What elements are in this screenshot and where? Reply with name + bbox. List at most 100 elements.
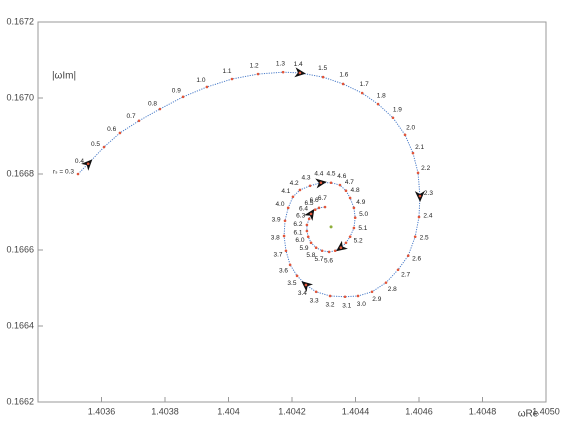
- point: [76, 172, 80, 176]
- point: [413, 235, 417, 238]
- point-label: rₛ = 0.3: [53, 169, 74, 176]
- point: [370, 290, 374, 294]
- point: [416, 171, 420, 175]
- point-label: 0.7: [127, 113, 136, 120]
- point-label: 6.7: [318, 195, 327, 202]
- point: [102, 145, 106, 149]
- point: [339, 246, 343, 250]
- point-label: 6.2: [293, 221, 302, 228]
- point: [306, 235, 310, 238]
- point-label: 1.4: [294, 61, 303, 68]
- point: [304, 283, 308, 287]
- x-tick-label: 1.4044: [342, 406, 370, 416]
- point-label: 2.4: [423, 213, 432, 220]
- point-label: 3.7: [273, 252, 282, 259]
- point: [329, 181, 333, 185]
- point: [352, 206, 356, 210]
- point: [320, 249, 324, 253]
- point: [305, 229, 309, 233]
- point-label: 2.8: [388, 286, 397, 293]
- point-label: 3.6: [279, 268, 288, 275]
- point: [353, 216, 357, 219]
- point: [281, 70, 285, 74]
- x-tick-label: 1.4038: [151, 406, 179, 416]
- point-label: 4.3: [301, 174, 310, 181]
- point-label: 1.7: [360, 81, 369, 88]
- point-label: 3.3: [310, 297, 319, 304]
- direction-arrow: [336, 240, 348, 252]
- point: [360, 91, 364, 95]
- point: [344, 189, 348, 193]
- point: [309, 212, 313, 216]
- point-label: 0.8: [148, 101, 157, 108]
- point-label: 3.1: [342, 302, 351, 309]
- point-label: 2.1: [415, 144, 424, 151]
- point: [344, 241, 348, 245]
- point: [384, 281, 388, 284]
- y-tick-label: 0.1662: [6, 396, 34, 406]
- point-label: 4.6: [337, 173, 346, 180]
- point-label: 2.0: [406, 125, 415, 132]
- point: [338, 183, 342, 187]
- trajectory-line: [77, 71, 421, 298]
- x-tick-label: 1.4046: [405, 406, 433, 416]
- point-label: 6.6: [310, 197, 319, 204]
- x-axis-label: ωRe: [518, 409, 539, 420]
- point: [284, 249, 288, 253]
- point: [341, 82, 345, 86]
- point: [356, 294, 360, 298]
- point: [376, 102, 380, 106]
- point: [181, 95, 185, 99]
- point-label: 6.5: [305, 200, 314, 207]
- point-label: 5.7: [315, 256, 324, 263]
- point: [348, 196, 352, 200]
- point: [256, 72, 260, 76]
- point: [298, 188, 302, 192]
- direction-arrow: [304, 208, 315, 221]
- point: [158, 107, 162, 111]
- point-label: 0.5: [91, 141, 100, 148]
- point: [319, 181, 323, 185]
- point: [291, 195, 295, 199]
- point: [305, 223, 309, 227]
- point-label: 2.7: [401, 271, 410, 278]
- point-label: 5.1: [358, 225, 367, 232]
- point-label: 6.0: [295, 237, 304, 244]
- point: [391, 116, 395, 120]
- point-label: 2.2: [421, 165, 430, 172]
- point-label: 4.0: [275, 201, 284, 208]
- point: [411, 151, 415, 155]
- y-tick-label: 0.1664: [6, 320, 34, 330]
- point-label: 4.2: [290, 180, 299, 187]
- point: [406, 254, 410, 257]
- point-label: 0.9: [172, 88, 181, 95]
- point-label: 1.8: [377, 92, 386, 99]
- point: [321, 75, 325, 79]
- point: [288, 263, 292, 267]
- point-label: 5.2: [354, 238, 363, 245]
- point-label: 5.6: [324, 258, 333, 265]
- point-label: 1.5: [318, 65, 327, 72]
- point-label: 0.6: [107, 126, 116, 133]
- point: [323, 205, 327, 209]
- point: [314, 290, 318, 294]
- point: [308, 184, 312, 188]
- frame: [37, 21, 547, 403]
- x-tick-label: 1.404: [217, 406, 240, 416]
- point-label: 3.8: [271, 234, 280, 241]
- point: [343, 295, 347, 299]
- point-label: 4.9: [356, 199, 365, 206]
- y-tick-label: 0.1672: [6, 16, 34, 26]
- point: [417, 215, 421, 219]
- point-label: 3.0: [357, 301, 366, 308]
- point: [317, 206, 321, 210]
- point: [328, 294, 332, 298]
- point-label: 1.0: [196, 77, 205, 84]
- point: [333, 249, 337, 253]
- point-label: 3.5: [287, 280, 296, 287]
- point: [282, 234, 286, 238]
- x-tick-label: 1.4050: [532, 406, 560, 416]
- direction-arrow: [301, 281, 314, 293]
